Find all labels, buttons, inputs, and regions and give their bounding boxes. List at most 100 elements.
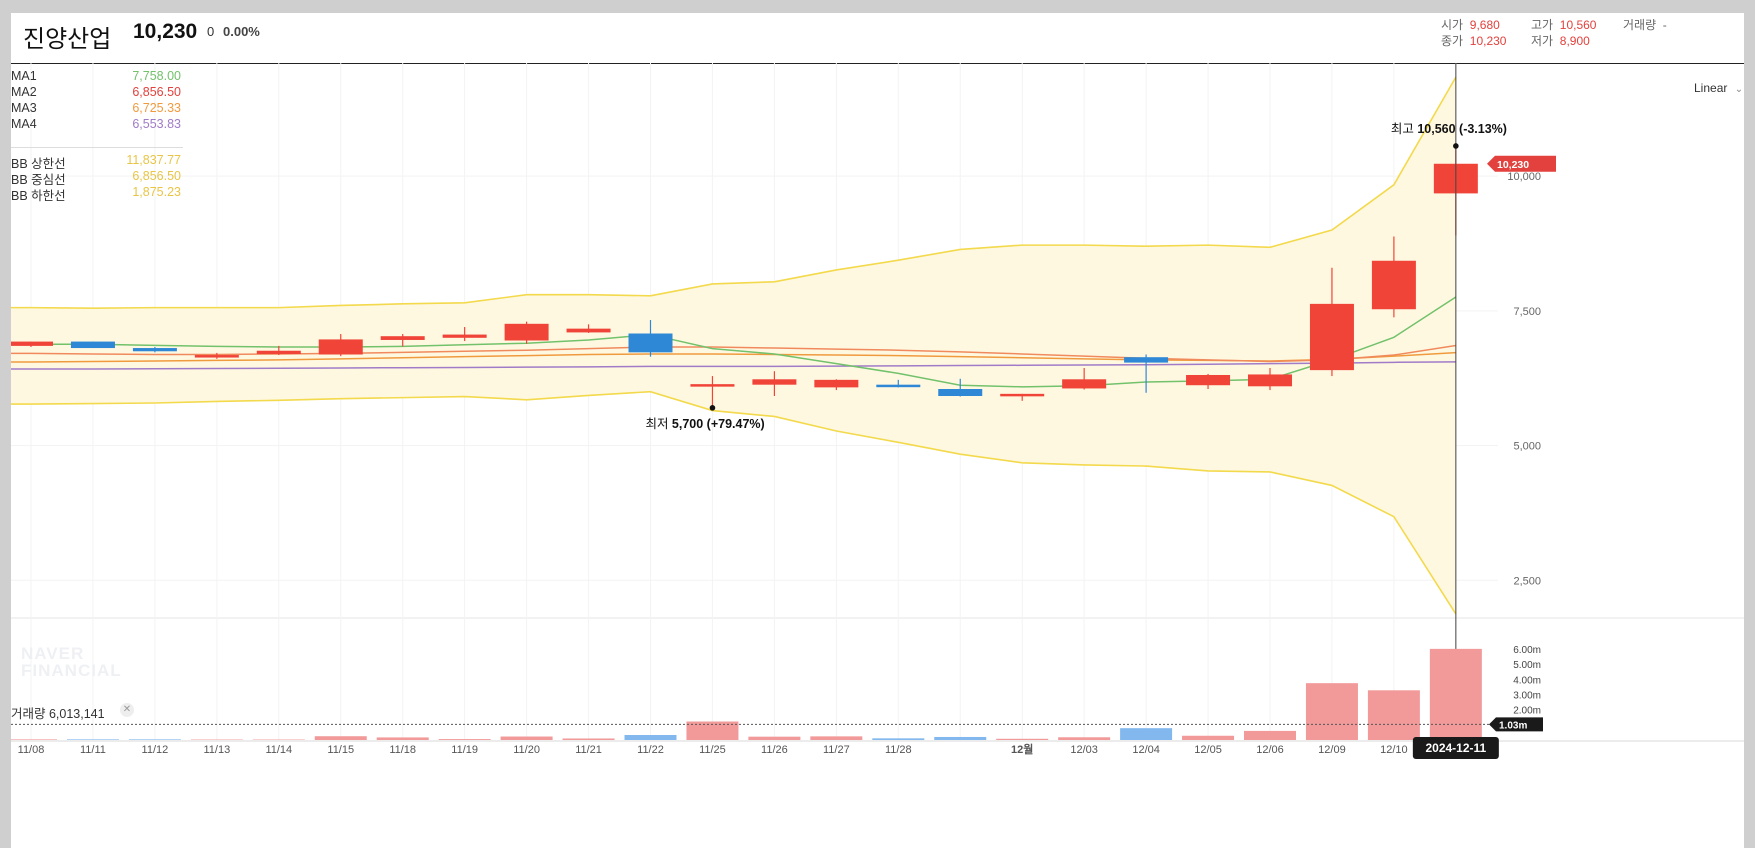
volume-bar: [1367, 690, 1420, 740]
volume-bar: [1058, 737, 1111, 740]
price-chart[interactable]: 최고 10,560 (-3.13%) 최저 5,700 (+79.47%) 2,50…: [11, 13, 1744, 848]
y-tick-label: 10,000: [1507, 171, 1541, 183]
high-annotation: 최고 10,560 (-3.13%): [1391, 122, 1507, 136]
x-tick-label: 11/13: [203, 744, 230, 756]
y-tick-label: 2,500: [1513, 575, 1541, 587]
candle-body: [628, 333, 673, 353]
volume-bar: [996, 738, 1049, 740]
low-annotation: 최저 5,700 (+79.47%): [645, 417, 764, 431]
legend-divider: [11, 147, 183, 148]
high-marker: [1453, 143, 1459, 149]
candle-body: [442, 334, 487, 338]
candle-body: [132, 348, 177, 352]
x-tick-label: 12/05: [1194, 744, 1222, 756]
volume-bar: [11, 739, 57, 740]
ohlc-open: 시가 9,680: [1441, 18, 1500, 32]
candle-body: [1124, 357, 1169, 363]
volume-tag: [1489, 717, 1543, 732]
volume-bar: [128, 739, 181, 740]
volume-bar: [438, 739, 491, 740]
ohlc-close: 종가 10,230: [1441, 34, 1507, 48]
close-icon[interactable]: ✕: [120, 703, 134, 717]
stock-price: 10,230: [133, 20, 198, 43]
volume-tick-label: 6.00m: [1513, 645, 1541, 656]
candle-body: [256, 350, 301, 354]
volume-tick-label: 4.00m: [1513, 675, 1541, 686]
chevron-down-icon: ⌄: [1734, 84, 1744, 95]
x-tick-label: 11/18: [389, 744, 416, 756]
current-price-label: 10,230: [1497, 159, 1529, 171]
x-tick-label: 12/10: [1380, 744, 1408, 756]
candle-body: [1186, 374, 1231, 386]
volume-bar: [376, 737, 429, 740]
volume-bar: [810, 736, 863, 740]
price-change-pct: 0.00%: [223, 24, 260, 39]
volume-bar: [872, 738, 925, 740]
bollinger-band-fill-edge: [11, 307, 31, 405]
volume-panel-title: 거래량 6,013,141: [11, 707, 105, 721]
x-tick-label: 12/09: [1318, 744, 1346, 756]
ohlc-low: 저가 8,900: [1531, 34, 1590, 48]
volume-bar: [1182, 735, 1235, 740]
volume-bar: [66, 739, 119, 740]
candle-body: [690, 384, 735, 387]
x-tick-label: 11/15: [327, 744, 354, 756]
candle-body: [1000, 393, 1045, 397]
volume-tag-label: 1.03m: [1499, 720, 1527, 731]
candle-body: [11, 341, 53, 346]
legend-bb-upper: BB 상한선 11,837.77: [11, 153, 181, 171]
ma4-line: [11, 361, 1456, 370]
legend-ma4: MA4 6,553.83: [11, 117, 181, 131]
candle-body: [814, 379, 859, 388]
volume-bar: [934, 736, 987, 740]
y-tick-label: 5,000: [1513, 441, 1541, 453]
x-tick-label: 11/27: [823, 744, 850, 756]
x-tick-label: 12월: [1011, 742, 1033, 756]
crosshair-date-tag: [1412, 737, 1499, 759]
y-tick-label: 7,500: [1513, 306, 1541, 318]
candle-body: [194, 355, 239, 358]
low-marker: [709, 405, 716, 411]
volume-bar: [1120, 728, 1173, 740]
candle-body: [1248, 374, 1292, 387]
x-tick-label: 11/19: [451, 744, 478, 756]
legend-ma3: MA3 6,725.33: [11, 101, 181, 115]
volume-bar: [1244, 730, 1296, 740]
x-tick-label: 11/20: [513, 744, 540, 756]
x-tick-label: 11/08: [18, 744, 45, 756]
stock-name: 진양산업: [23, 26, 112, 53]
x-tick-label: 11/11: [80, 744, 106, 756]
candle-body: [938, 388, 983, 396]
bollinger-band-fill: [31, 77, 1456, 614]
volume-bar: [314, 736, 367, 740]
candle-body: [1062, 379, 1107, 389]
x-tick-label: 11/25: [699, 744, 726, 756]
ohlc-volume: 거래량 -: [1623, 18, 1667, 32]
candle-body: [70, 341, 115, 349]
x-tick-label: 11/26: [761, 744, 788, 756]
x-tick-label: 12/03: [1070, 744, 1098, 756]
volume-tick-label: 3.00m: [1513, 691, 1541, 702]
candle-body: [1371, 260, 1416, 310]
scale-mode-dropdown[interactable]: Linear ⌄: [1694, 81, 1744, 95]
volume-bar: [1305, 683, 1358, 740]
stock-header: 진양산업 10,230 0 0.00% 시가 9,680 고가 10,560 거…: [11, 13, 1744, 64]
ohlc-high: 고가 10,560: [1531, 18, 1597, 32]
candle-body: [566, 328, 611, 333]
volume-bar: [1429, 648, 1482, 740]
candle-body: [504, 323, 549, 341]
chart-window: 진양산업 10,230 0 0.00% 시가 9,680 고가 10,560 거…: [11, 13, 1744, 848]
volume-tick-label: 2.00m: [1513, 706, 1541, 717]
bb-upper-line: [11, 76, 1457, 309]
x-tick-label: 11/12: [142, 744, 169, 756]
volume-bar: [748, 736, 801, 740]
legend-ma2: MA2 6,856.50: [11, 85, 181, 99]
legend-bb-middle: BB 중심선 6,856.50: [11, 169, 181, 187]
x-tick-label: 11/28: [885, 744, 912, 756]
volume-tick-label: 5.00m: [1513, 660, 1541, 671]
volume-bar: [624, 734, 677, 740]
candle-body: [380, 336, 425, 340]
legend-ma1: MA1 7,758.00: [11, 69, 181, 83]
x-tick-label: 11/22: [637, 744, 664, 756]
x-tick-label: 12/04: [1132, 744, 1160, 756]
